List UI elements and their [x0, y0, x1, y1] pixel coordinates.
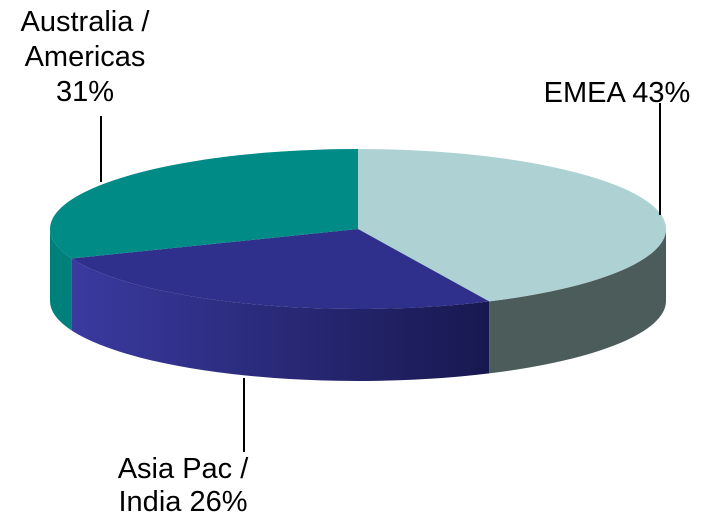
pie-slice-australia-americas: [50, 149, 358, 259]
pie-slice-asia-pac-india: [71, 229, 490, 310]
pie-label-line: Asia Pac /: [118, 453, 249, 485]
pie-side-australia-americas: [50, 229, 72, 331]
pie-label-line: Australia /: [21, 6, 151, 38]
pie-label-line: India 26%: [119, 486, 248, 518]
pie-label-line: EMEA 43%: [544, 77, 691, 109]
pie-sides: [50, 229, 667, 382]
pie-tops: [50, 149, 667, 310]
pie-label-asia-pac-india: Asia Pac / India 26%: [118, 453, 249, 518]
pie-side-asia-pac-india: [71, 258, 490, 382]
pie-label-line: Americas: [25, 41, 146, 73]
pie-side-emea: [489, 229, 667, 374]
pie-labels: EMEA 43% Asia Pac / India 26% Australia / Am…: [21, 6, 691, 518]
pie-label-line: 31%: [56, 76, 114, 108]
pie-label-emea: EMEA 43%: [544, 77, 691, 109]
pie-slice-emea: [358, 149, 667, 302]
pie-label-australia-americas: Australia / Americas 31%: [21, 6, 151, 108]
pie-leader-lines: [100, 103, 661, 452]
